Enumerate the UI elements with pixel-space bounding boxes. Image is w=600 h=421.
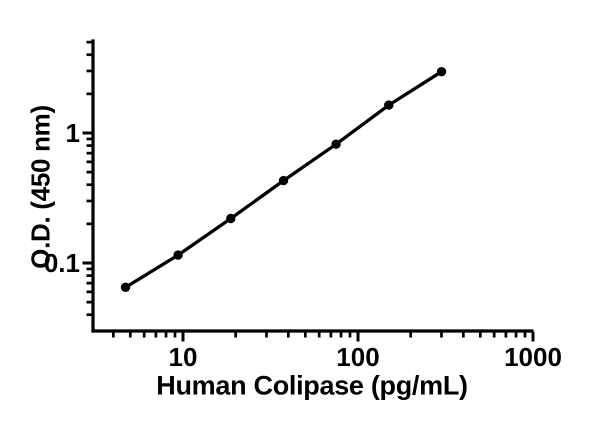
- y-tick-label: 0.1: [44, 248, 80, 278]
- y-tick-label: 1: [66, 118, 80, 148]
- data-point: [120, 282, 131, 292]
- x-tick-label: 10: [169, 342, 198, 372]
- data-point: [173, 250, 183, 260]
- data-point: [226, 213, 236, 224]
- y-axis-title: O.D. (450 nm): [25, 105, 56, 269]
- data-point: [436, 67, 447, 77]
- x-tick-label: 100: [336, 342, 379, 372]
- x-axis-title: Human Colipase (pg/mL): [156, 370, 468, 401]
- data-point: [278, 175, 289, 186]
- data-point: [384, 100, 394, 110]
- data-point: [331, 139, 341, 149]
- x-tick-label: 1000: [504, 342, 562, 372]
